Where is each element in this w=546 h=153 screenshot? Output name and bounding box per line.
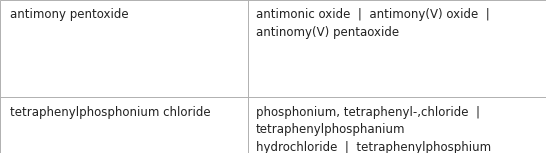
Text: antimony pentoxide: antimony pentoxide <box>10 8 128 21</box>
Text: phosphonium, tetraphenyl-,chloride  |
tetraphenylphosphanium
hydrochloride  |  t: phosphonium, tetraphenyl-,chloride | tet… <box>256 106 491 153</box>
Text: tetraphenylphosphonium chloride: tetraphenylphosphonium chloride <box>10 106 210 119</box>
Text: antimonic oxide  |  antimony(V) oxide  |
antinomy(V) pentaoxide: antimonic oxide | antimony(V) oxide | an… <box>256 8 489 39</box>
